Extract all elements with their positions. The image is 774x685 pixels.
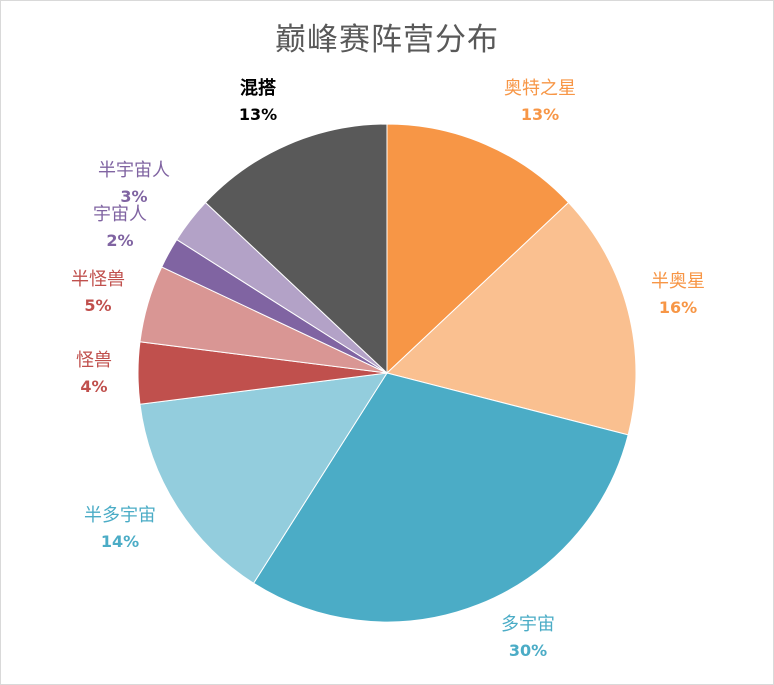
slice-percent-label: 5% [84,296,111,315]
chart-title: 巅峰赛阵营分布 [275,22,499,58]
slice-percent-label: 3% [120,187,147,206]
slice-percent-label: 13% [239,105,277,124]
slice-label: 怪兽 [76,350,112,371]
slice-percent-label: 14% [101,532,139,551]
slice-percent-label: 2% [106,231,133,250]
slice-percent-label: 13% [521,105,559,124]
slice-percent-label: 30% [509,641,547,660]
slice-label: 半多宇宙 [84,505,156,526]
slice-label: 宇宙人 [93,204,147,225]
pie-slice [252,372,629,623]
slice-label: 半宇宙人 [98,160,170,181]
slice-percent-label: 16% [659,298,697,317]
slice-label: 半奥星 [651,271,705,292]
slice-percent-label: 4% [80,377,107,396]
slice-label: 多宇宙 [501,614,555,635]
slice-label: 混搭 [240,77,276,99]
pie-slice [139,372,388,584]
pie-slice [386,123,570,375]
slice-label: 半怪兽 [71,269,125,290]
pie-slice [385,201,637,436]
pie-slice [204,123,388,375]
slice-label: 奥特之星 [504,78,576,99]
